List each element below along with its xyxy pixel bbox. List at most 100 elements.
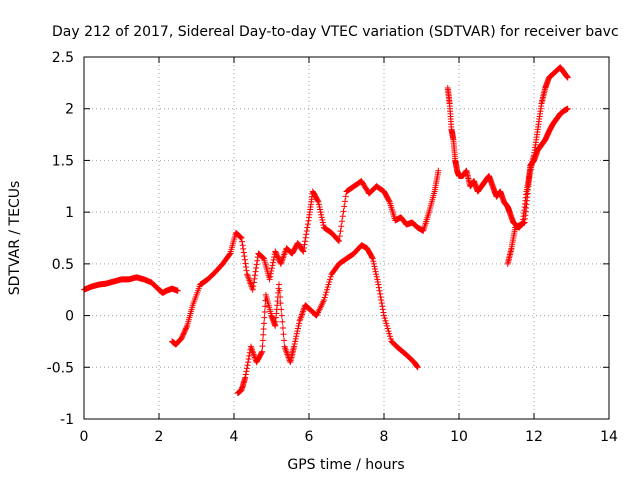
data-point: [315, 201, 322, 208]
series-C: [234, 242, 421, 397]
data-point: [239, 238, 246, 245]
x-tick-label: 10: [450, 429, 468, 445]
data-point: [370, 258, 377, 265]
data-point: [261, 320, 267, 327]
data-point: [319, 219, 326, 226]
data-point: [303, 231, 310, 238]
data-point: [384, 322, 390, 329]
data-point: [300, 248, 307, 255]
data-point: [375, 281, 382, 288]
data-point: [266, 276, 273, 283]
data-point: [385, 328, 392, 335]
data-point: [369, 255, 376, 262]
data-point: [305, 217, 312, 224]
data-point: [240, 245, 247, 252]
data-point: [291, 341, 298, 348]
data-point: [327, 273, 334, 280]
data-point: [435, 167, 442, 174]
data-point: [304, 224, 311, 231]
data-point: [371, 263, 378, 270]
data-point: [259, 348, 266, 355]
data-point: [268, 267, 275, 274]
data-point: [336, 233, 343, 240]
data-point: [321, 294, 328, 301]
data-point: [377, 293, 384, 300]
data-point: [253, 261, 260, 268]
data-point: [382, 317, 389, 324]
data-point: [378, 297, 385, 304]
data-point: [379, 306, 386, 313]
data-point: [242, 371, 249, 378]
data-point: [237, 233, 244, 240]
x-tick-label: 12: [525, 429, 543, 445]
y-tick-label: 1.5: [52, 153, 74, 169]
data-point: [319, 216, 326, 223]
data-point: [267, 273, 274, 280]
data-point: [370, 260, 377, 267]
data-point: [260, 255, 267, 262]
data-point: [374, 276, 381, 283]
data-point: [302, 234, 309, 241]
x-tick-label: 4: [230, 429, 239, 445]
data-point: [304, 221, 311, 228]
data-point: [277, 293, 284, 300]
y-tick-label: 2.5: [52, 50, 74, 66]
data-point: [322, 291, 329, 298]
data-point: [320, 222, 327, 229]
x-tick-label: 0: [80, 429, 89, 445]
data-point: [245, 356, 252, 363]
data-point: [293, 333, 300, 340]
y-tick-label: -0.5: [47, 360, 74, 376]
y-tick-label: 0.5: [52, 257, 74, 273]
data-point: [245, 359, 252, 366]
series-A: [81, 274, 181, 296]
data-point: [239, 242, 246, 249]
data-point: [242, 374, 249, 381]
data-point: [372, 266, 378, 273]
data-point: [564, 74, 571, 81]
x-tick-label: 6: [305, 429, 314, 445]
data-point: [321, 297, 327, 304]
data-point: [293, 330, 300, 337]
data-point: [337, 228, 344, 235]
data-point: [341, 203, 348, 210]
data-point: [268, 265, 275, 272]
data-point: [259, 343, 266, 350]
data-point: [242, 260, 249, 267]
data-point: [226, 251, 233, 258]
data-point: [339, 213, 346, 220]
data-point: [262, 303, 269, 310]
data-point: [240, 249, 247, 256]
data-point: [325, 281, 332, 288]
data-point: [241, 256, 248, 263]
data-point: [174, 287, 181, 294]
data-point: [238, 235, 245, 241]
data-point: [386, 330, 393, 337]
data-point: [243, 263, 249, 270]
y-tick-label: 0: [65, 309, 74, 325]
series-D: [444, 64, 571, 231]
data-point: [250, 283, 257, 290]
data-point: [253, 264, 260, 271]
data-point: [260, 331, 267, 338]
data-point: [280, 331, 287, 338]
x-axis-label: GPS time / hours: [287, 457, 404, 473]
data-point: [379, 303, 386, 310]
data-points: [81, 64, 571, 397]
data-point: [252, 272, 258, 279]
series-E: [504, 105, 571, 267]
y-tick-label: 2: [65, 102, 74, 118]
data-point: [244, 362, 251, 369]
data-point: [387, 333, 393, 340]
grid: [84, 57, 609, 419]
chart-title: Day 212 of 2017, Sidereal Day-to-day VTE…: [52, 24, 619, 40]
data-point: [324, 286, 330, 293]
data-point: [318, 211, 325, 218]
data-point: [323, 289, 330, 296]
data-point: [279, 324, 286, 331]
data-point: [300, 245, 307, 252]
x-tick-label: 14: [600, 429, 618, 445]
data-point: [317, 209, 324, 216]
data-point: [261, 314, 268, 321]
